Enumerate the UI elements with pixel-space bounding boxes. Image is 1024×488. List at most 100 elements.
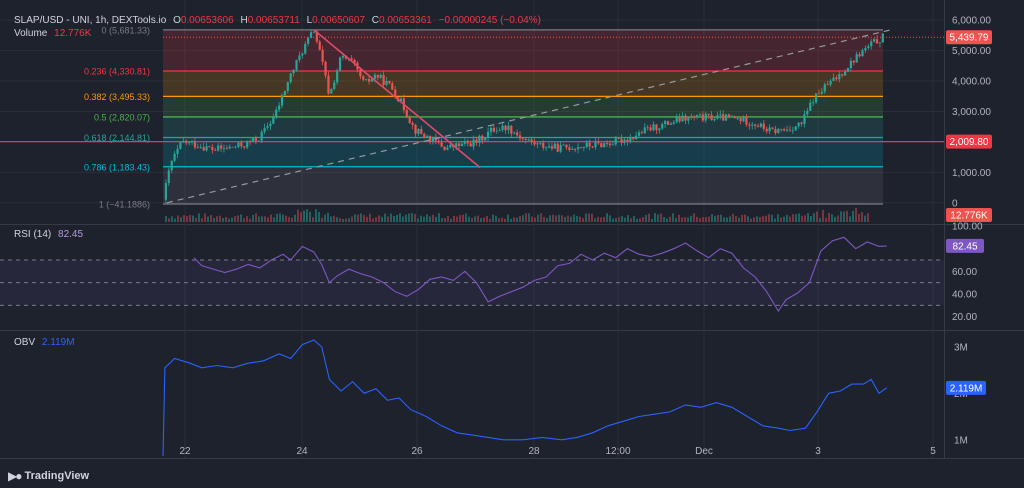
- volume-bar: [534, 217, 536, 222]
- volume-bar: [798, 213, 800, 222]
- close-label: C: [371, 15, 379, 26]
- candle-body: [280, 95, 284, 106]
- volume-bar: [528, 213, 530, 222]
- candle-body: [333, 82, 336, 90]
- candle-body: [521, 138, 525, 140]
- volume-bar: [735, 216, 737, 222]
- symbol-legend: SLAP/USD - UNI, 1h, DEXTools.io O0.00653…: [14, 15, 545, 26]
- grid-lines: [0, 0, 944, 458]
- candle-body: [814, 93, 818, 103]
- volume-bar: [621, 215, 623, 222]
- volume-bar: [663, 217, 665, 222]
- candle-body: [254, 137, 257, 141]
- candle-body: [777, 128, 780, 134]
- candle-body: [620, 138, 623, 143]
- volume-bar: [849, 216, 851, 222]
- candle-body: [626, 139, 629, 142]
- time-tick-label: 26: [411, 446, 423, 457]
- candle-body: [167, 170, 170, 183]
- candle-body: [855, 54, 858, 63]
- trend-lines[interactable]: [166, 29, 891, 204]
- volume-bar: [456, 216, 458, 222]
- volume-bar: [348, 218, 350, 222]
- candle-body: [492, 127, 495, 132]
- candle-body: [762, 123, 765, 129]
- volume-bar: [201, 218, 203, 222]
- candle-body: [289, 73, 292, 83]
- volume-bar: [783, 216, 785, 222]
- volume-bar: [204, 213, 206, 222]
- volume-bar: [435, 216, 437, 222]
- candle-body: [695, 115, 699, 118]
- candle-body: [704, 113, 707, 121]
- volume-bar: [468, 216, 470, 222]
- volume-bar: [408, 213, 410, 222]
- price-tick-label: 3,000.00: [952, 107, 991, 118]
- volume-bar: [363, 215, 365, 222]
- candle-body: [594, 142, 597, 148]
- volume-bar: [369, 213, 371, 222]
- volume-bar: [384, 213, 386, 222]
- fib-zone: [163, 166, 883, 205]
- volume-bar: [624, 217, 626, 222]
- volume-bar: [831, 214, 833, 222]
- candle-body: [440, 142, 443, 147]
- volume-bar: [198, 213, 200, 222]
- volume-bar: [270, 214, 272, 222]
- volume-bar: [357, 214, 359, 222]
- candle-body: [426, 135, 429, 138]
- volume-bar: [297, 209, 299, 222]
- candle-body: [817, 93, 821, 95]
- candle-body: [527, 139, 530, 141]
- time-tick-label: 22: [179, 446, 191, 457]
- candle-body: [873, 39, 876, 42]
- candle-body: [806, 110, 809, 115]
- candle-body: [687, 116, 690, 121]
- candle-body: [730, 116, 733, 118]
- candle-body: [539, 142, 542, 144]
- volume-bar: [657, 214, 659, 222]
- candle-body: [794, 126, 797, 131]
- candle-body: [678, 117, 681, 122]
- volume-bar: [180, 217, 182, 222]
- candle-body: [623, 139, 626, 143]
- obv-pane[interactable]: [0, 330, 944, 458]
- volume-bar: [426, 214, 428, 222]
- tradingview-brand[interactable]: ▶● TradingView: [8, 469, 89, 483]
- volume-bar: [609, 215, 611, 222]
- volume-bar: [552, 214, 554, 222]
- candle-body: [414, 124, 417, 134]
- candle-body: [791, 130, 794, 132]
- candle-body: [800, 122, 803, 124]
- volume-bar: [705, 217, 707, 222]
- volume-bar: [678, 214, 680, 222]
- candle-body: [301, 53, 304, 56]
- candle-body: [367, 79, 371, 82]
- volume-bar: [237, 215, 239, 222]
- fib-zone: [163, 116, 883, 138]
- volume-bar: [480, 218, 482, 222]
- volume-bar: [684, 217, 686, 222]
- volume-bar: [339, 218, 341, 222]
- candle-body: [391, 83, 394, 90]
- candle-body: [292, 69, 295, 74]
- candle-body: [832, 77, 835, 81]
- rsi-tick-label: 20.00: [952, 312, 977, 323]
- volume-bar: [630, 218, 632, 222]
- volume-bar: [789, 216, 791, 222]
- fib-level-label: 0 (5,681.33): [101, 25, 150, 35]
- tradingview-logo-icon: ▶●: [8, 469, 23, 483]
- rsi-pane[interactable]: [0, 224, 944, 330]
- volume-bar: [411, 213, 413, 222]
- candle-body: [658, 128, 661, 131]
- candle-body: [841, 74, 844, 76]
- candle-body: [635, 135, 638, 140]
- volume-bar: [258, 216, 260, 222]
- volume-bar: [819, 218, 821, 222]
- fib-zone: [163, 70, 883, 97]
- volume-bar: [378, 215, 380, 222]
- volume-bar: [696, 216, 698, 222]
- volume-bar: [474, 216, 476, 222]
- candle-body: [222, 147, 226, 149]
